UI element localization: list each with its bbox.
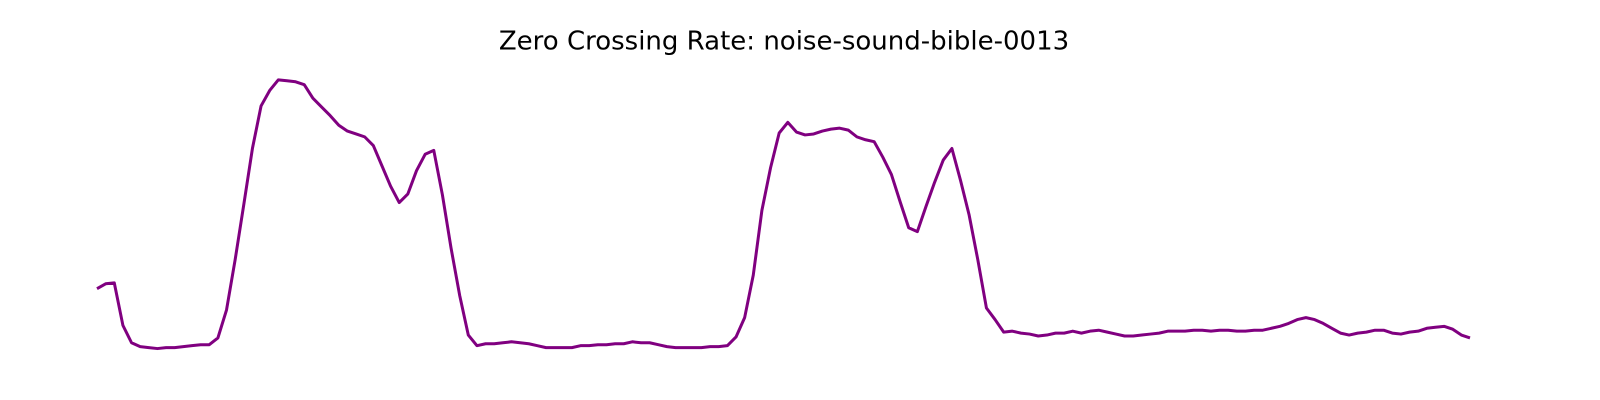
- chart-title: Zero Crossing Rate: noise-sound-bible-00…: [499, 27, 1069, 57]
- line: [96, 78, 1471, 351]
